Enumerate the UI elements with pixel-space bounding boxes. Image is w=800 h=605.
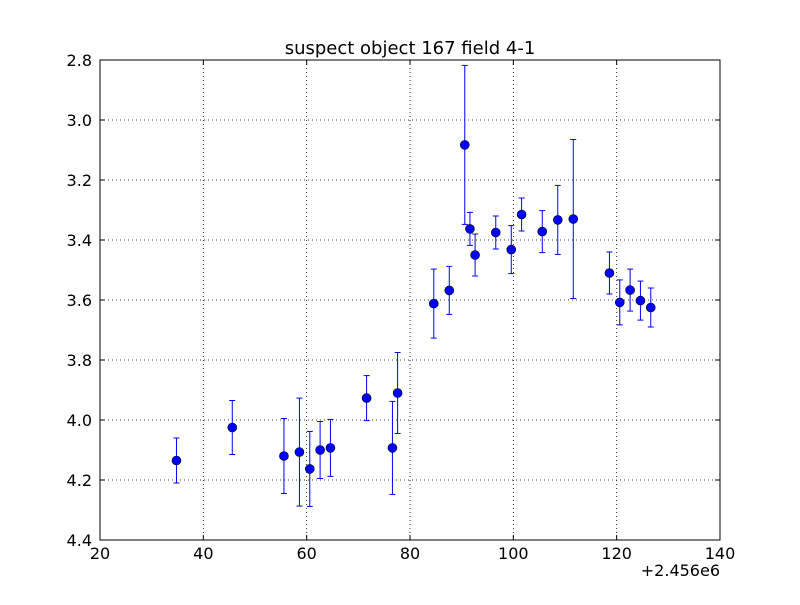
axis-ticks: 20 40 60 80 100 120 140 2.8 3.0 3.2 3.4 3.6 3.8 4.0 4.… <box>67 51 736 563</box>
data-point <box>625 285 635 295</box>
y-tick-label: 4.2 <box>67 471 92 490</box>
y-tick-label: 3.8 <box>67 351 92 370</box>
data-point <box>645 302 656 313</box>
data-point <box>392 388 403 398</box>
data-point <box>171 455 182 466</box>
data-point <box>635 295 646 306</box>
x-tick-label: 140 <box>705 544 736 563</box>
y-tick-label: 2.8 <box>67 51 92 70</box>
data-point <box>294 447 305 457</box>
data-point <box>444 285 455 296</box>
x-tick-label: 120 <box>601 544 632 563</box>
x-tick-label: 80 <box>400 544 420 563</box>
x-offset-label: +2.456e6 <box>641 561 720 580</box>
data-point <box>304 464 315 474</box>
data-point <box>552 215 563 225</box>
y-tick-label: 3.2 <box>67 171 92 190</box>
x-tick-label: 40 <box>193 544 213 563</box>
data-point <box>614 297 625 308</box>
data-point <box>279 451 289 461</box>
data-point <box>604 268 615 278</box>
x-tick-label: 20 <box>90 544 110 563</box>
data-point <box>315 445 325 455</box>
x-tick-label: 100 <box>498 544 529 563</box>
data-point <box>387 443 398 453</box>
data-point <box>506 244 517 255</box>
data-point <box>470 250 480 260</box>
data-point <box>568 214 579 224</box>
data-point <box>537 226 548 237</box>
data-series <box>171 64 656 507</box>
x-tick-label: 60 <box>296 544 316 563</box>
data-point <box>459 140 470 150</box>
y-tick-label: 3.6 <box>67 291 92 310</box>
data-point <box>465 224 475 234</box>
data-point <box>490 227 501 238</box>
chart-title: suspect object 167 field 4-1 <box>285 38 536 59</box>
data-point <box>325 443 336 453</box>
y-tick-label: 4.0 <box>67 411 92 430</box>
y-tick-label: 3.0 <box>67 111 92 130</box>
y-tick-label: 3.4 <box>67 231 92 250</box>
y-tick-label: 4.4 <box>67 531 92 550</box>
data-point <box>516 209 527 220</box>
data-point <box>227 422 238 433</box>
data-point <box>361 393 372 403</box>
data-point <box>428 298 439 309</box>
